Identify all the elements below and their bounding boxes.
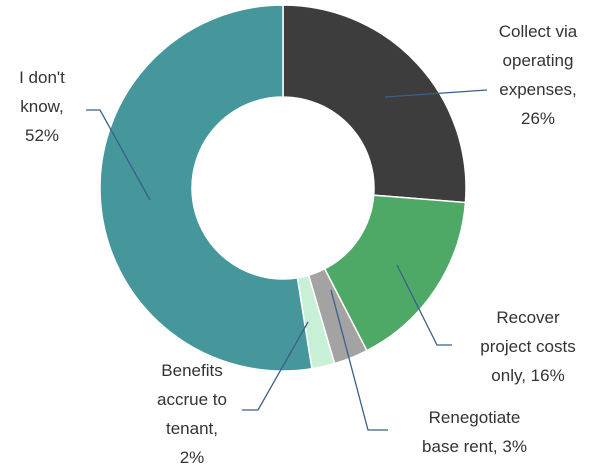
leader-line (86, 109, 151, 201)
data-label: Renegotiate base rent, 3% (422, 408, 527, 456)
data-label: Collect via operating expenses, 26% (498, 22, 578, 128)
data-label: I don't know, 52% (19, 68, 65, 145)
data-label: Recover project costs only, 16% (480, 308, 576, 385)
donut-segment (323, 194, 467, 352)
leader-line (384, 89, 488, 98)
data-label: Benefits accrue to tenant, 2% (157, 361, 227, 467)
leader-line (396, 264, 452, 346)
leader-line (330, 289, 388, 431)
leader-line (242, 321, 309, 411)
donut-segment (99, 4, 313, 372)
donut-segment (282, 4, 467, 204)
